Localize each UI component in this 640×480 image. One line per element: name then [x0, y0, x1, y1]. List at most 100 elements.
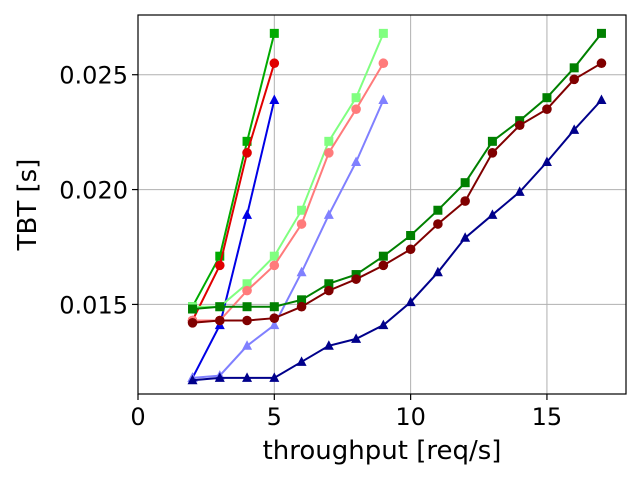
- triangle-marker: [323, 209, 334, 219]
- square-marker: [324, 279, 334, 289]
- x-tick-label: 5: [267, 403, 282, 431]
- circle-marker: [487, 148, 498, 158]
- square-marker: [297, 295, 307, 305]
- series-line: [192, 99, 385, 379]
- axis-ticks: 0 5 10 15 0.015 0.020 0.025: [59, 62, 562, 431]
- triangle-marker: [296, 356, 307, 366]
- square-marker: [542, 93, 552, 103]
- circle-marker: [378, 260, 389, 271]
- circle-marker: [214, 315, 225, 326]
- triangle-marker: [242, 209, 253, 219]
- circle-marker: [378, 58, 389, 69]
- series-6: [188, 28, 606, 314]
- grid: [137, 15, 626, 394]
- x-tick-label: 0: [130, 403, 145, 431]
- series-line: [191, 99, 276, 379]
- circle-marker: [187, 317, 198, 328]
- series-2: [187, 94, 280, 382]
- triangle-marker: [569, 124, 580, 134]
- series-line: [192, 62, 385, 322]
- square-marker: [242, 279, 252, 289]
- circle-marker: [433, 219, 443, 229]
- triangle-marker: [487, 209, 498, 219]
- y-tick-label: 0.025: [59, 62, 128, 90]
- circle-marker: [269, 260, 280, 271]
- series-7: [187, 58, 607, 328]
- square-marker: [188, 304, 198, 314]
- circle-marker: [324, 148, 334, 158]
- triangle-marker: [296, 266, 307, 277]
- triangle-marker: [242, 340, 253, 350]
- x-tick-label: 10: [395, 403, 426, 431]
- triangle-marker: [214, 372, 225, 382]
- series-line: [192, 32, 603, 310]
- triangle-marker: [323, 340, 334, 350]
- square-marker: [324, 136, 334, 146]
- triangle-marker: [378, 94, 389, 104]
- triangle-marker: [351, 333, 362, 343]
- square-marker: [215, 302, 225, 312]
- triangle-marker: [378, 319, 389, 330]
- circle-marker: [242, 315, 252, 326]
- square-marker: [378, 251, 388, 261]
- y-tick-label: 0.015: [59, 291, 128, 319]
- triangle-marker: [596, 94, 607, 104]
- series-line: [192, 33, 385, 308]
- series-line: [192, 62, 603, 324]
- circle-marker: [351, 274, 361, 284]
- triangle-marker: [242, 372, 253, 382]
- circle-marker: [214, 260, 225, 271]
- x-axis-label: throughput [req/s]: [263, 436, 502, 466]
- series-layer: [187, 28, 607, 385]
- square-marker: [269, 28, 279, 38]
- series-line: [191, 33, 276, 308]
- circle-marker: [242, 285, 252, 296]
- square-marker: [297, 205, 307, 215]
- square-marker: [351, 93, 361, 103]
- triangle-marker: [187, 374, 198, 385]
- square-marker: [378, 28, 388, 38]
- square-marker: [242, 136, 252, 146]
- series-1: [187, 58, 280, 326]
- triangle-marker: [351, 156, 362, 167]
- circle-marker: [405, 244, 416, 255]
- series-8: [187, 94, 607, 385]
- triangle-marker: [405, 296, 416, 307]
- circle-marker: [596, 58, 607, 69]
- triangle-marker: [269, 372, 280, 382]
- circle-marker: [569, 74, 580, 85]
- plot-frame: [137, 14, 627, 395]
- series-line: [192, 99, 603, 382]
- square-marker: [487, 136, 497, 146]
- square-marker: [569, 63, 579, 73]
- series-line: [191, 62, 276, 321]
- triangle-marker: [460, 232, 471, 242]
- circle-marker: [351, 104, 361, 114]
- triangle-marker: [514, 186, 525, 196]
- square-marker: [242, 302, 252, 312]
- y-axis-label: TBT [s]: [13, 159, 43, 252]
- circle-marker: [460, 196, 470, 206]
- square-marker: [433, 205, 443, 215]
- circle-marker: [514, 120, 525, 131]
- triangle-marker: [269, 94, 280, 104]
- circle-marker: [296, 301, 307, 312]
- y-tick-label: 0.020: [59, 177, 128, 205]
- square-marker: [460, 178, 470, 188]
- square-marker: [269, 251, 279, 261]
- square-marker: [215, 251, 225, 261]
- triangle-marker: [269, 319, 280, 330]
- square-marker: [596, 28, 606, 38]
- circle-marker: [242, 148, 252, 158]
- circle-marker: [542, 104, 552, 114]
- square-marker: [269, 302, 279, 312]
- triangle-marker: [541, 156, 552, 167]
- circle-marker: [296, 219, 307, 229]
- triangle-marker: [432, 266, 443, 277]
- circle-marker: [324, 285, 334, 296]
- circle-marker: [269, 313, 280, 324]
- square-marker: [406, 231, 416, 241]
- circle-marker: [269, 58, 280, 69]
- x-tick-label: 15: [532, 403, 563, 431]
